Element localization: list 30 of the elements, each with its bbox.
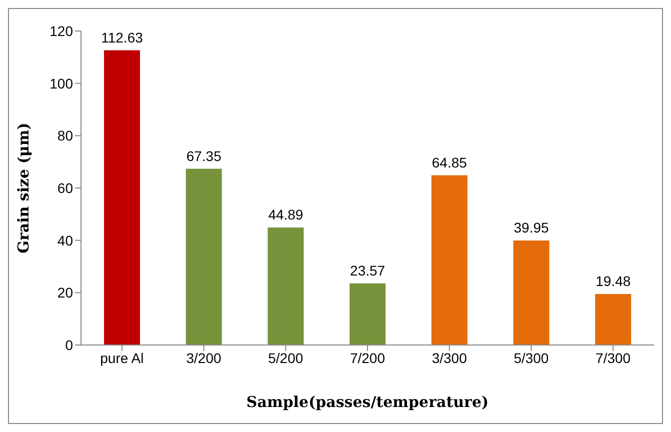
y-tick-label: 80 (57, 128, 74, 144)
data-label: 112.63 (101, 29, 144, 46)
bar (350, 283, 386, 345)
x-tick-label: 7/200 (350, 350, 386, 366)
x-axis-title: Sample(passes/temperature) (246, 393, 489, 411)
bar (513, 240, 550, 345)
x-tick-label: 5/300 (514, 350, 549, 366)
x-tick-label: pure Al (100, 350, 144, 366)
data-label: 23.57 (350, 262, 386, 278)
x-tick-label: 3/200 (186, 350, 222, 366)
y-tick-label: 0 (65, 336, 74, 353)
bar (595, 294, 632, 345)
bar (431, 175, 468, 345)
x-tick-label: 3/300 (432, 350, 468, 366)
y-tick-label: 40 (57, 232, 74, 248)
y-axis-title: Grain size (μm) (14, 122, 32, 254)
y-tick-label: 120 (50, 22, 74, 39)
data-label: 19.48 (596, 273, 631, 290)
data-label: 64.85 (432, 154, 468, 170)
bar (104, 50, 140, 345)
y-tick-label: 100 (50, 75, 74, 92)
data-label: 67.35 (186, 148, 222, 164)
bar (186, 168, 222, 345)
y-tick-label: 60 (57, 180, 74, 196)
bar (268, 228, 304, 345)
y-tick-label: 20 (57, 284, 74, 301)
x-tick-label: 7/300 (596, 350, 631, 366)
data-label: 39.95 (514, 219, 550, 236)
data-label: 44.89 (268, 206, 304, 223)
x-tick-label: 5/200 (268, 350, 304, 366)
